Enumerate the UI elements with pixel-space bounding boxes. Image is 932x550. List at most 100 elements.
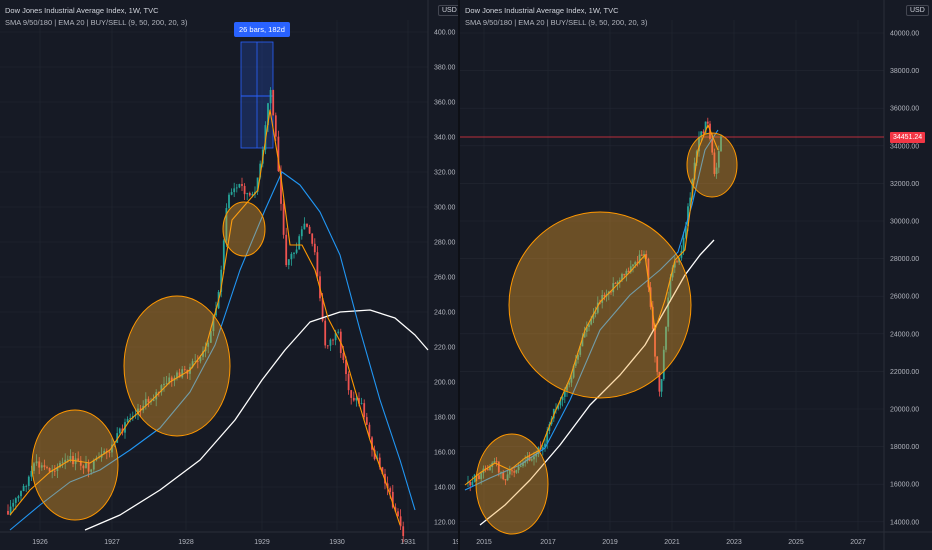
left-candle <box>46 467 48 469</box>
right-candle <box>640 254 643 256</box>
left-indicator-list[interactable]: SMA 9/50/180 | EMA 20 | BUY/SELL (9, 50,… <box>5 18 188 27</box>
left-y-tick-label: 200.00 <box>434 380 456 387</box>
right-candle <box>654 328 656 357</box>
right-symbol-title[interactable]: Dow Jones Industrial Average Index, 1W, … <box>465 6 619 15</box>
right-candle <box>574 359 577 366</box>
right-candle <box>627 270 630 273</box>
right-x-tick-label: 2015 <box>476 539 492 546</box>
right-y-tick-label: 26000.00 <box>890 294 919 301</box>
left-candle <box>324 320 327 346</box>
left-candle <box>40 465 43 468</box>
left-price-chart[interactable]: 400.00 380.00 360.00 340.00 320.00 300.00 280.… <box>0 0 458 550</box>
left-candle <box>90 469 93 472</box>
left-candle <box>53 470 56 472</box>
highlight-circle <box>475 433 549 535</box>
last-price-label: 34451.24 <box>890 132 926 143</box>
right-candle <box>625 270 628 276</box>
left-currency-label[interactable]: USD <box>438 5 458 16</box>
right-candle <box>596 302 599 313</box>
left-y-tick-label: 400.00 <box>434 30 456 37</box>
right-candle <box>693 162 696 180</box>
right-candle <box>566 384 568 391</box>
right-candle <box>497 461 500 473</box>
left-candle <box>64 459 67 463</box>
right-price-chart[interactable]: 40000.00 38000.00 36000.00 34000.00 32000.00… <box>460 0 932 550</box>
right-candle <box>541 446 544 450</box>
left-candle <box>20 491 22 497</box>
right-candle <box>667 297 670 327</box>
right-candle <box>636 262 639 264</box>
left-legend: Dow Jones Industrial Average Index, 1W, … <box>5 5 187 29</box>
left-candle <box>256 177 259 192</box>
right-candle <box>638 254 641 264</box>
right-candle <box>504 479 507 481</box>
right-y-tick-label: 30000.00 <box>890 219 919 226</box>
right-candle <box>671 267 674 278</box>
left-candle <box>363 403 366 418</box>
left-candle <box>355 398 358 401</box>
right-candle <box>544 443 546 447</box>
right-candle <box>533 456 535 460</box>
right-candle <box>616 281 619 284</box>
left-candle <box>116 433 119 443</box>
right-candle <box>634 262 637 265</box>
left-symbol-title[interactable]: Dow Jones Industrial Average Index, 1W, … <box>5 6 159 15</box>
highlight-circle <box>686 132 738 198</box>
right-candle <box>592 314 595 320</box>
right-candle <box>618 280 621 282</box>
right-candle <box>713 152 716 174</box>
right-candle <box>502 471 505 480</box>
right-sma-mid-line <box>464 129 719 491</box>
right-candle <box>563 390 566 397</box>
right-candle <box>568 382 571 385</box>
left-candle <box>147 398 150 403</box>
left-candle <box>386 483 389 489</box>
left-chart-pane[interactable]: Dow Jones Industrial Average Index, 1W, … <box>0 0 460 550</box>
left-candle <box>160 385 163 393</box>
left-candle <box>337 331 340 333</box>
left-candle <box>38 461 41 468</box>
left-candle <box>139 408 142 411</box>
left-y-tick-label: 120.00 <box>434 520 456 527</box>
left-candle <box>298 236 301 250</box>
left-candle <box>77 458 80 461</box>
right-y-tick-label: 22000.00 <box>890 369 919 376</box>
left-candle <box>399 516 402 527</box>
left-candle <box>178 372 181 378</box>
right-candle <box>590 319 593 325</box>
right-chart-pane[interactable]: Dow Jones Industrial Average Index, 1W, … <box>460 0 932 550</box>
right-candle <box>588 324 590 328</box>
right-y-tick-label: 34000.00 <box>890 143 919 150</box>
left-candle <box>306 223 308 227</box>
left-candle <box>259 163 262 178</box>
left-candle <box>332 339 334 341</box>
left-candle <box>233 188 236 193</box>
left-candle <box>300 229 303 237</box>
right-x-tick-label: 2025 <box>788 539 804 546</box>
left-candle <box>352 397 355 401</box>
left-candle <box>48 468 51 472</box>
right-candle <box>689 197 692 207</box>
right-candle <box>643 253 645 256</box>
right-candle <box>561 396 564 401</box>
left-candle <box>196 361 199 362</box>
left-candle <box>25 485 28 487</box>
right-candle <box>711 138 714 153</box>
left-candle <box>165 383 168 384</box>
right-candle <box>702 131 705 134</box>
left-candle <box>202 351 204 357</box>
left-candle <box>402 526 405 537</box>
left-candle <box>9 506 12 515</box>
right-candle <box>673 261 676 268</box>
right-y-tick-label: 16000.00 <box>890 482 919 489</box>
left-candle <box>360 403 363 404</box>
left-y-tick-label: 260.00 <box>434 275 456 282</box>
right-y-tick-label: 38000.00 <box>890 68 919 75</box>
right-candle <box>717 151 720 168</box>
left-candle <box>381 467 384 474</box>
right-indicator-list[interactable]: SMA 9/50/180 | EMA 20 | BUY/SELL (9, 50,… <box>465 18 648 27</box>
left-candle <box>215 308 217 316</box>
right-currency-label[interactable]: USD <box>906 5 929 16</box>
right-candle <box>493 461 496 463</box>
